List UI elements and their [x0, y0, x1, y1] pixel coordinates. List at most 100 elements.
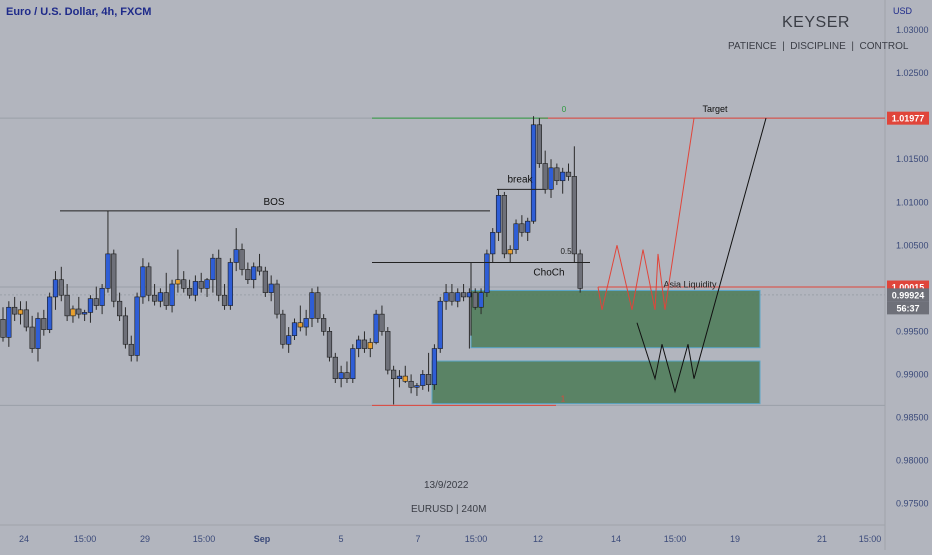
- candle-body: [571, 176, 577, 255]
- candle-body: [128, 343, 134, 356]
- fib-05-label: 0.5: [560, 247, 572, 256]
- projection-red: [597, 118, 695, 310]
- candle-body: [414, 385, 420, 388]
- candle-body: [402, 375, 408, 382]
- y-tick-label: 0.99000: [896, 369, 929, 379]
- candle-body: [76, 308, 82, 315]
- candle-body: [198, 281, 204, 289]
- candle-body: [122, 315, 129, 345]
- candle-body: [297, 322, 303, 328]
- candle-body: [577, 253, 583, 289]
- candle-body: [548, 167, 554, 190]
- candle-body: [332, 356, 338, 379]
- price-label-box: [887, 288, 929, 302]
- candle-body: [192, 281, 198, 296]
- candle-body: [373, 313, 379, 343]
- candle-body: [536, 124, 542, 164]
- x-tick-label: 29: [140, 534, 150, 544]
- candle-body: [513, 223, 519, 250]
- candle-body: [338, 372, 344, 379]
- candle-body: [239, 249, 245, 270]
- x-tick-label: 5: [338, 534, 343, 544]
- candle-body: [495, 195, 502, 233]
- candle-body: [163, 292, 169, 306]
- x-tick-label: 15:00: [465, 534, 488, 544]
- candle-body: [251, 266, 257, 281]
- candle-body: [268, 283, 274, 293]
- candle-body: [99, 288, 105, 306]
- candle-body: [134, 296, 140, 356]
- candle-body: [280, 313, 286, 345]
- price-label-box: [887, 301, 929, 315]
- candle-body: [286, 335, 292, 345]
- candle-body: [315, 292, 321, 319]
- candle-body: [425, 374, 432, 386]
- y-tick-label: 0.98000: [896, 455, 929, 465]
- candle-body: [379, 313, 385, 332]
- candle-body: [47, 296, 53, 330]
- candle-body: [530, 124, 537, 222]
- symbol-title[interactable]: Euro / U.S. Dollar, 4h, FXCM: [6, 6, 152, 18]
- candle-body: [565, 171, 572, 177]
- y-axis-panel: [885, 0, 932, 550]
- candle-body: [367, 342, 373, 349]
- x-tick-label: 12: [533, 534, 543, 544]
- candle-body: [216, 257, 222, 296]
- x-tick-label: 15:00: [859, 534, 882, 544]
- watermark-symbol: EURUSD | 240M: [411, 504, 487, 515]
- candle-body: [437, 300, 443, 349]
- y-tick-label: 1.03000: [896, 25, 929, 35]
- candle-body: [52, 279, 59, 298]
- candle-body: [221, 294, 228, 306]
- candle-body: [93, 298, 99, 306]
- y-tick-label: 0.98500: [896, 412, 929, 422]
- candle-body: [111, 253, 117, 302]
- asia-liquidity-label: Asia Liquidity: [663, 279, 717, 289]
- candle-body: [58, 279, 64, 296]
- candle-body: [70, 308, 76, 317]
- candle-body: [460, 292, 467, 298]
- candle-body: [151, 294, 158, 302]
- candle-body: [157, 292, 164, 302]
- candle-body: [175, 279, 181, 285]
- candle-body: [245, 269, 251, 281]
- candle-body: [35, 318, 41, 349]
- x-tick-label: 14: [611, 534, 621, 544]
- y-tick-label: 1.01500: [896, 154, 929, 164]
- watermark-tagline: PATIENCE | DISCIPLINE | CONTROL: [728, 41, 909, 52]
- candle-body: [204, 279, 210, 289]
- candle-body: [542, 163, 548, 190]
- candle-body: [87, 298, 94, 313]
- x-tick-label: 24: [19, 534, 29, 544]
- candle-body: [443, 292, 449, 302]
- candle-body: [117, 300, 123, 317]
- candle-body: [449, 292, 455, 302]
- x-tick-label: 15:00: [664, 534, 687, 544]
- x-tick-label: 15:00: [193, 534, 216, 544]
- candle-body: [344, 372, 350, 379]
- candle-body: [490, 232, 496, 255]
- price-label-level-high: 1.01977: [892, 114, 925, 124]
- candle-body: [105, 253, 111, 289]
- candle-body: [478, 292, 484, 308]
- price-label-last-price: 0.99924: [892, 290, 925, 300]
- fib-0-label: 0: [562, 105, 567, 114]
- x-tick-label: 15:00: [74, 534, 97, 544]
- x-tick-label: Sep: [254, 534, 271, 544]
- currency-label: USD: [893, 6, 913, 16]
- candle-body: [519, 223, 525, 233]
- watermark-brand: KEYSER: [782, 14, 850, 31]
- x-tick-label: 21: [817, 534, 827, 544]
- candle-body: [233, 249, 239, 263]
- candle-body: [507, 249, 513, 255]
- candle-body: [472, 292, 478, 308]
- candle-body: [64, 294, 70, 317]
- price-label-countdown: 56:37: [896, 303, 919, 313]
- y-tick-label: 1.01000: [896, 197, 929, 207]
- candle-body: [23, 309, 29, 328]
- candle-body: [140, 266, 146, 298]
- candle-body: [303, 318, 309, 328]
- x-tick-label: 7: [415, 534, 420, 544]
